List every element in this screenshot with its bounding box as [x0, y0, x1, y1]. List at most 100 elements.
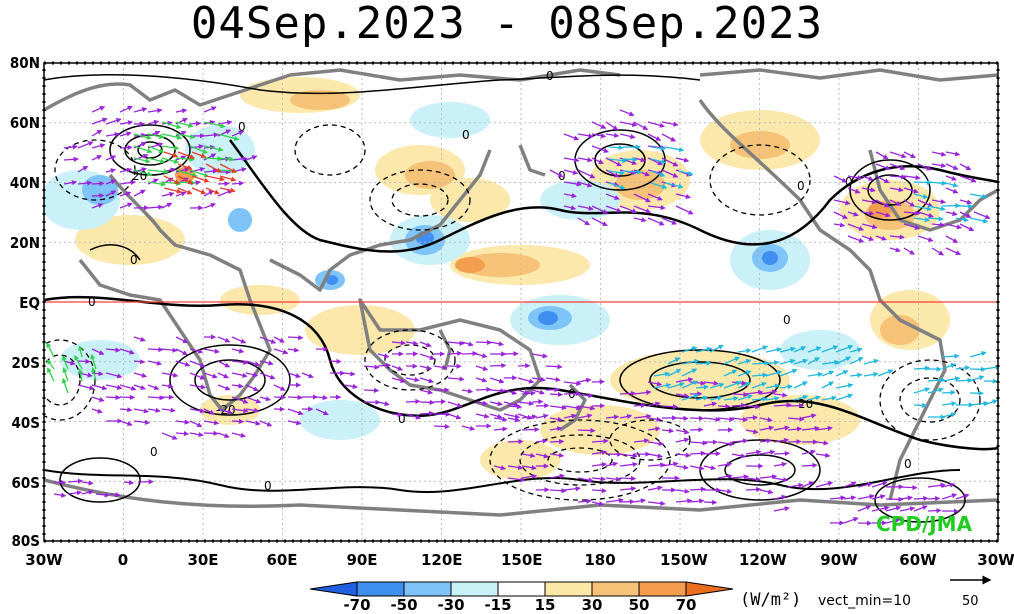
- contour-label: 0: [462, 128, 470, 142]
- flux-vector: [522, 429, 539, 430]
- flux-vector: [788, 441, 801, 442]
- flux-vector: [218, 183, 229, 184]
- contour-label: 0: [264, 479, 272, 493]
- flux-vector: [620, 478, 635, 479]
- flux-vector: [476, 342, 491, 343]
- lat-label: 20S: [0, 354, 40, 372]
- contour-label: 0: [88, 295, 96, 309]
- lon-label: 120E: [421, 551, 461, 569]
- lat-label: 40N: [0, 174, 40, 192]
- colorbar-swatch: [404, 582, 451, 596]
- reference-vector-label: 50: [962, 594, 979, 609]
- flux-vector: [288, 337, 303, 338]
- colorbar-tick-label: 30: [572, 596, 612, 614]
- colorbar-tick-label: 70: [666, 596, 706, 614]
- lon-label: 30W: [976, 551, 1014, 569]
- lon-label: 30E: [183, 551, 223, 569]
- flux-vector: [92, 183, 104, 184]
- flux-vector: [704, 502, 716, 503]
- flux-vector: [774, 453, 789, 454]
- flux-vector: [406, 401, 420, 402]
- colorbar-tick-label: -50: [384, 596, 424, 614]
- lon-label: 120W: [739, 551, 779, 569]
- lon-label: 90E: [342, 551, 382, 569]
- vector-min-label: vect_min=10: [818, 593, 911, 609]
- flux-vector: [330, 361, 341, 362]
- flux-vector: [620, 393, 635, 394]
- colorbar-tick-label: -70: [337, 596, 377, 614]
- colorbar-swatch: [357, 582, 404, 596]
- lon-label: 0: [103, 551, 143, 569]
- flux-vector: [718, 406, 730, 407]
- colorbar-swatch: [592, 582, 639, 596]
- colorbar-swatch: [686, 582, 733, 596]
- flux-vector: [420, 402, 434, 403]
- lat-label: 60N: [0, 114, 40, 132]
- lon-label: 30W: [24, 551, 64, 569]
- lat-label: 60S: [0, 474, 40, 492]
- colorbar: [310, 582, 733, 596]
- flux-vector: [54, 482, 65, 483]
- flux-vector: [550, 441, 563, 442]
- flux-vector: [914, 498, 928, 499]
- contour-label: 0: [546, 69, 554, 83]
- flux-vector: [364, 390, 378, 391]
- lon-label: 180: [580, 551, 620, 569]
- colorbar-units: (W/m²): [740, 590, 801, 610]
- colorbar-swatch: [545, 582, 592, 596]
- contour-label: 0: [797, 179, 805, 193]
- colorbar-swatch: [498, 582, 545, 596]
- flux-vector: [490, 365, 506, 366]
- colorbar-tick-label: 15: [525, 596, 565, 614]
- flux-vector: [623, 159, 637, 160]
- lat-label: EQ: [0, 294, 40, 312]
- flux-vector: [148, 349, 163, 350]
- lon-label: 90W: [819, 551, 859, 569]
- colorbar-tick-label: 50: [619, 596, 659, 614]
- flux-vector: [928, 510, 941, 511]
- lat-label: 80N: [0, 54, 40, 72]
- colorbar-swatch: [639, 582, 686, 596]
- flux-vector: [550, 394, 562, 395]
- flux-vector: [690, 453, 705, 454]
- flux-vector: [508, 441, 523, 442]
- lat-label: 20N: [0, 234, 40, 252]
- flux-vector: [78, 361, 90, 362]
- flux-vector: [106, 397, 120, 398]
- flux-vector: [578, 430, 595, 431]
- flux-vector: [592, 490, 606, 491]
- colorbar-swatch: [451, 582, 498, 596]
- flux-vector: [564, 393, 580, 394]
- flux-vector: [732, 405, 745, 406]
- flux-vector: [434, 401, 445, 402]
- colorbar-swatch: [310, 582, 357, 596]
- flux-vector: [92, 195, 104, 196]
- colorbar-tick-label: -30: [431, 596, 471, 614]
- lon-label: 60E: [262, 551, 302, 569]
- flux-vector: [378, 365, 390, 366]
- flux-vector: [434, 426, 449, 427]
- flux-vector: [746, 489, 760, 490]
- flux-vector: [676, 418, 688, 419]
- flux-vector: [462, 353, 477, 354]
- contour-label: 0: [904, 457, 912, 471]
- flux-vector: [928, 498, 939, 499]
- lon-label: 60W: [898, 551, 938, 569]
- flux-vector: [956, 380, 972, 381]
- flux-vector: [802, 465, 817, 466]
- flux-vector: [448, 353, 462, 354]
- flux-vector: [120, 147, 132, 148]
- flux-vector: [732, 394, 748, 395]
- flux-vector: [204, 433, 218, 434]
- flux-vector: [190, 123, 200, 124]
- flux-vector: [232, 421, 243, 422]
- contour-label: 0: [398, 412, 406, 426]
- flux-vector: [746, 417, 757, 418]
- lat-label: 80S: [0, 532, 40, 550]
- lon-label: 150W: [660, 551, 700, 569]
- flux-vector: [942, 392, 955, 393]
- flux-vector: [609, 147, 623, 148]
- flux-vector: [546, 389, 559, 390]
- flux-vector: [476, 389, 491, 390]
- flux-vector: [998, 390, 1012, 393]
